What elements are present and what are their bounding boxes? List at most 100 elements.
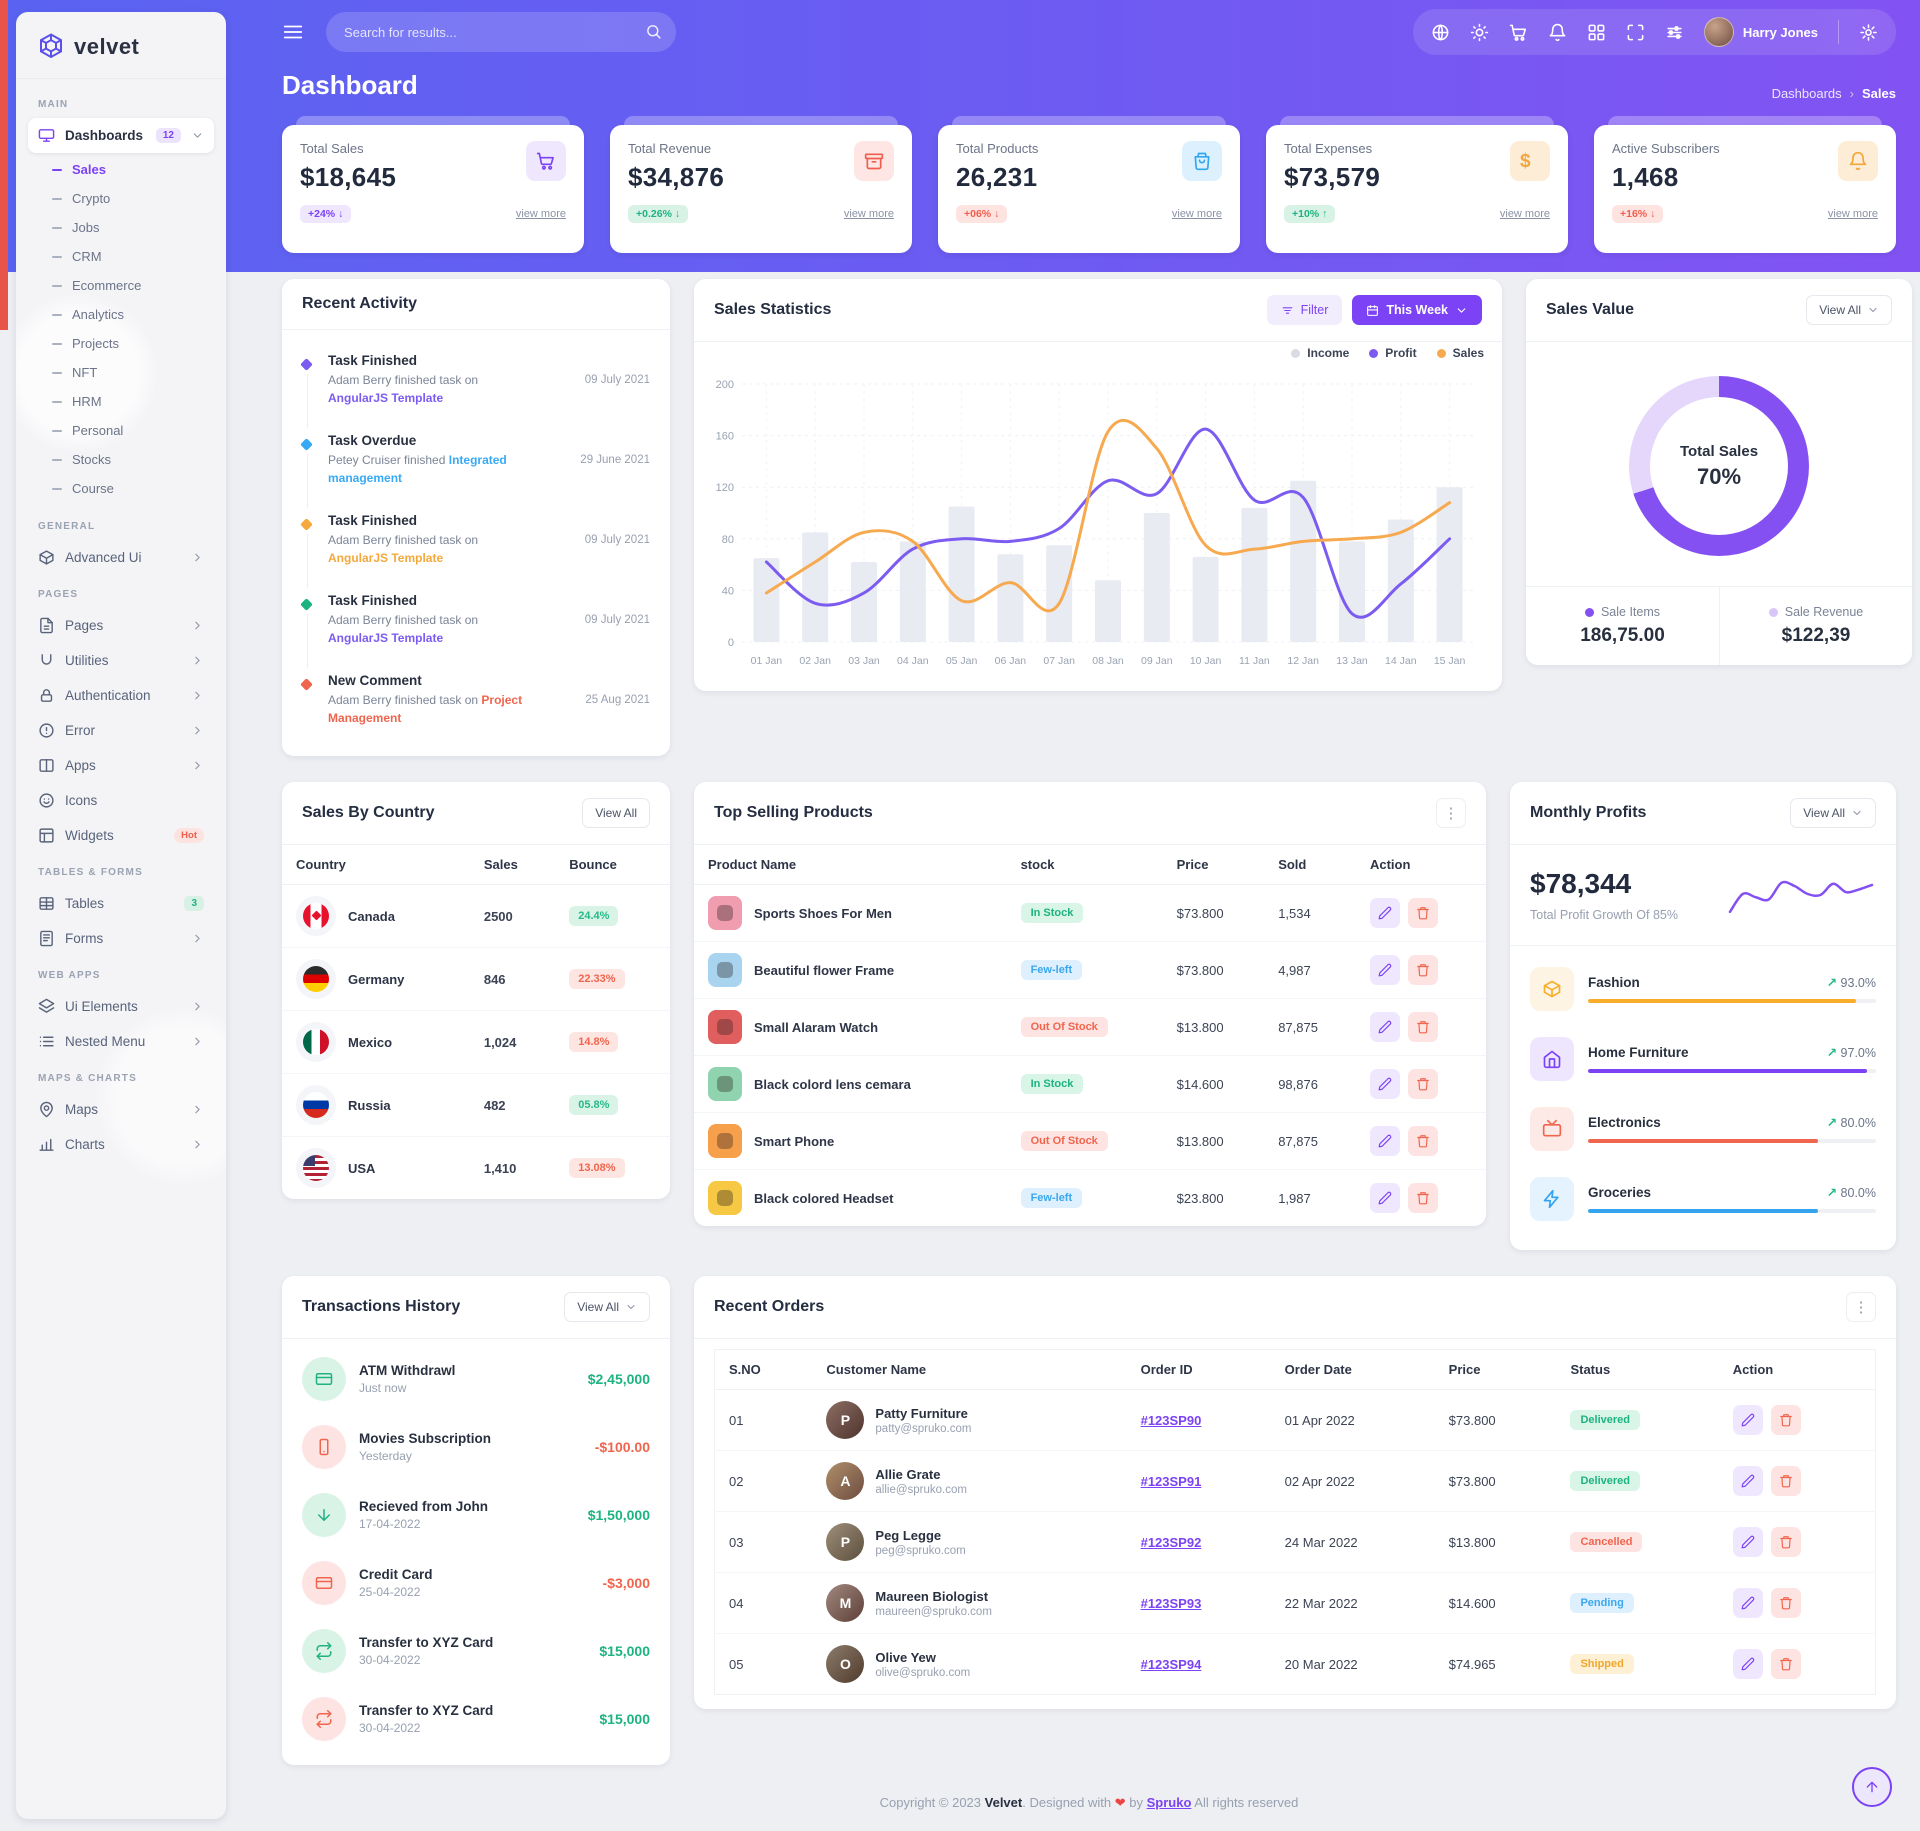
sidebar-subitem-stocks[interactable]: Stocks [42,445,214,474]
sidebar-subitem-sales[interactable]: Sales [42,155,214,184]
order-row[interactable]: 01 P Patty Furniture patty@spruko.com #123SP… [714,1389,1876,1451]
sidebar-item-advanced-ui[interactable]: Advanced Ui [28,540,214,575]
sidebar-subitem-crypto[interactable]: Crypto [42,184,214,213]
order-id-link[interactable]: #123SP91 [1140,1473,1202,1489]
delete-button[interactable] [1407,1183,1438,1213]
edit-button[interactable] [1369,1069,1400,1099]
view-more-link[interactable]: view more [1171,208,1222,220]
sidebar-subitem-crm[interactable]: CRM [42,242,214,271]
delete-button[interactable] [1770,1588,1801,1618]
theme-sun-icon[interactable] [1470,23,1489,42]
country-row[interactable]: Mexico 1,024 14.8% [282,1010,670,1074]
sidebar-item-tables[interactable]: Tables 3 [28,886,214,921]
order-id-link[interactable]: #123SP93 [1140,1595,1202,1611]
settings-gear-icon[interactable] [1859,23,1878,42]
product-row[interactable]: Sports Shoes For Men In Stock $73.800 1,534 [694,884,1486,942]
transaction-row[interactable]: Recieved from John 17-04-2022 $1,50,000 [302,1481,650,1549]
kebab-menu-icon[interactable]: ⋮ [1436,798,1466,828]
country-row[interactable]: Germany 846 22.33% [282,947,670,1011]
sidebar-subitem-ecommerce[interactable]: Ecommerce [42,271,214,300]
sidebar-item-widgets[interactable]: Widgets Hot [28,818,214,853]
sidebar-subitem-analytics[interactable]: Analytics [42,300,214,329]
edit-button[interactable] [1369,1126,1400,1156]
sidebar-item-dashboards[interactable]: Dashboards 12 [28,118,214,153]
activity-link[interactable]: Project Management [328,693,523,725]
apps-grid-icon[interactable] [1587,23,1606,42]
sidebar-item-utilities[interactable]: Utilities [28,643,214,678]
view-more-link[interactable]: view more [1827,208,1878,220]
product-row[interactable]: Small Alaram Watch Out Of Stock $13.800 87,… [694,998,1486,1056]
profits-view-all-button[interactable]: View All [1790,798,1876,828]
activity-link[interactable]: Integrated management [328,453,507,485]
sidebar-subitem-jobs[interactable]: Jobs [42,213,214,242]
activity-link[interactable]: AngularJS Template [328,391,444,405]
delete-button[interactable] [1770,1466,1801,1496]
delete-button[interactable] [1407,1012,1438,1042]
fullscreen-icon[interactable] [1626,23,1645,42]
user-menu[interactable]: Harry Jones [1703,17,1818,47]
transaction-row[interactable]: Credit Card 25-04-2022 -$3,000 [302,1549,650,1617]
edit-button[interactable] [1369,955,1400,985]
country-row[interactable]: Russia 482 05.8% [282,1073,670,1137]
language-globe-icon[interactable] [1431,23,1450,42]
search-input[interactable] [326,12,676,52]
activity-link[interactable]: AngularJS Template [328,551,444,565]
delete-button[interactable] [1407,955,1438,985]
product-row[interactable]: Black colord lens cemara In Stock $14.600 9… [694,1055,1486,1113]
transactions-view-all-button[interactable]: View All [564,1292,650,1322]
filter-button[interactable]: Filter [1266,295,1343,325]
product-row[interactable]: Beautiful flower Frame Few-left $73.800 4,9… [694,941,1486,999]
transaction-row[interactable]: Transfer to XYZ Card 30-04-2022 $15,000 [302,1617,650,1685]
order-row[interactable]: 05 O Olive Yew olive@spruko.com #123SP94 20 M… [715,1634,1876,1695]
edit-button[interactable] [1732,1466,1763,1496]
brand-logo[interactable]: velvet [16,12,226,79]
sidebar-subitem-hrm[interactable]: HRM [42,387,214,416]
order-id-link[interactable]: #123SP94 [1140,1656,1202,1672]
scroll-to-top-button[interactable] [1852,1767,1892,1807]
order-id-link[interactable]: #123SP92 [1140,1534,1202,1550]
edit-button[interactable] [1732,1527,1763,1557]
sidebar-item-authentication[interactable]: Authentication [28,678,214,713]
transaction-row[interactable]: Movies Subscription Yesterday -$100.00 [302,1413,650,1481]
edit-button[interactable] [1369,1183,1400,1213]
kebab-menu-icon[interactable]: ⋮ [1846,1292,1876,1322]
sidebar-item-charts[interactable]: Charts [28,1127,214,1162]
designer-link[interactable]: Spruko [1146,1795,1192,1810]
edit-button[interactable] [1732,1588,1763,1618]
switcher-sliders-icon[interactable] [1665,23,1684,42]
edit-button[interactable] [1369,898,1400,928]
sidebar-item-icons[interactable]: Icons [28,783,214,818]
delete-button[interactable] [1407,1126,1438,1156]
transaction-row[interactable]: Transfer to XYZ Card 30-04-2022 $15,000 [302,1685,650,1753]
delete-button[interactable] [1407,1069,1438,1099]
sidebar-item-maps[interactable]: Maps [28,1092,214,1127]
product-row[interactable]: Smart Phone Out Of Stock $13.800 87,875 [694,1112,1486,1170]
country-row[interactable]: Canada 2500 24.4% [282,884,670,948]
view-more-link[interactable]: view more [515,208,566,220]
sidebar-item-forms[interactable]: Forms [28,921,214,956]
order-row[interactable]: 04 M Maureen Biologist maureen@spruko.com #1… [714,1572,1876,1634]
edit-button[interactable] [1732,1649,1763,1679]
sidebar-subitem-nft[interactable]: NFT [42,358,214,387]
sidebar-item-error[interactable]: Error [28,713,214,748]
activity-link[interactable]: AngularJS Template [328,631,444,645]
sales-value-view-all-button[interactable]: View All [1806,295,1892,325]
sidebar-item-apps[interactable]: Apps [28,748,214,783]
order-id-link[interactable]: #123SP90 [1140,1412,1202,1428]
delete-button[interactable] [1770,1405,1801,1435]
view-more-link[interactable]: view more [843,208,894,220]
period-select-button[interactable]: This Week [1352,295,1482,325]
sidebar-subitem-personal[interactable]: Personal [42,416,214,445]
sidebar-item-pages[interactable]: Pages [28,608,214,643]
sidebar-item-nested-menu[interactable]: Nested Menu [28,1024,214,1059]
delete-button[interactable] [1407,898,1438,928]
view-more-link[interactable]: view more [1499,208,1550,220]
cart-icon[interactable] [1509,23,1528,42]
sidebar-subitem-course[interactable]: Course [42,474,214,503]
notifications-bell-icon[interactable] [1548,23,1567,42]
product-row[interactable]: Black colored Headset Few-left $23.800 1,98… [694,1170,1486,1227]
delete-button[interactable] [1770,1649,1801,1679]
edit-button[interactable] [1732,1405,1763,1435]
country-row[interactable]: USA 1,410 13.08% [282,1137,670,1200]
order-row[interactable]: 03 P Peg Legge peg@spruko.com #123SP92 24 Mar… [714,1511,1876,1573]
